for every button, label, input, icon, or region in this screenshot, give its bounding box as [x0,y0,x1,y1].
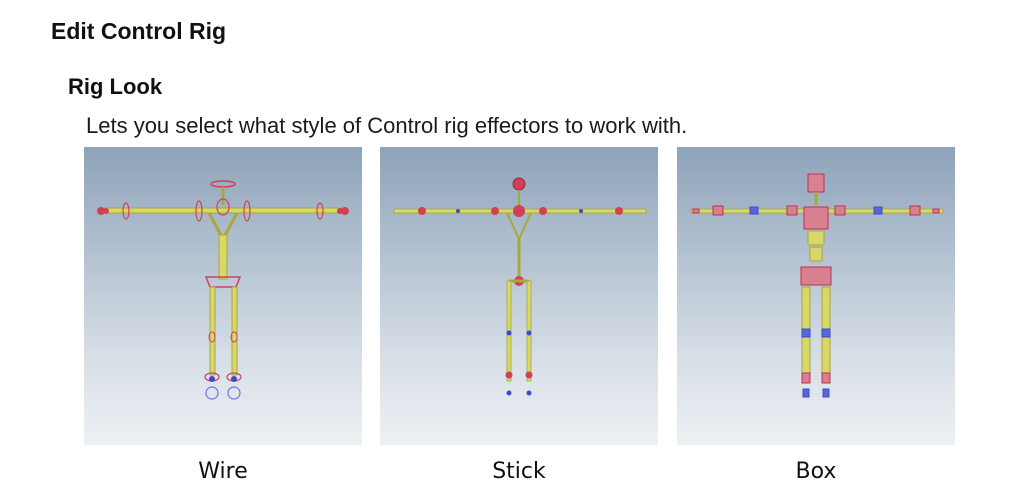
wire-caption: Wire [198,459,248,484]
box-caption: Box [795,459,837,484]
box-rig-preview-image[interactable] [677,147,955,445]
stick-rig-figure [393,177,647,396]
section-title: Rig Look [68,74,163,99]
wire-rig-figure [97,180,349,400]
section-description: Lets you select what style of Control ri… [86,113,688,138]
box-rig-figure [690,173,944,398]
stick-rig-preview-image[interactable] [380,147,658,445]
stick-caption: Stick [492,459,546,484]
wire-rig-preview-image[interactable] [84,147,362,445]
page-title: Edit Control Rig [51,18,227,44]
head-effector [210,180,236,188]
